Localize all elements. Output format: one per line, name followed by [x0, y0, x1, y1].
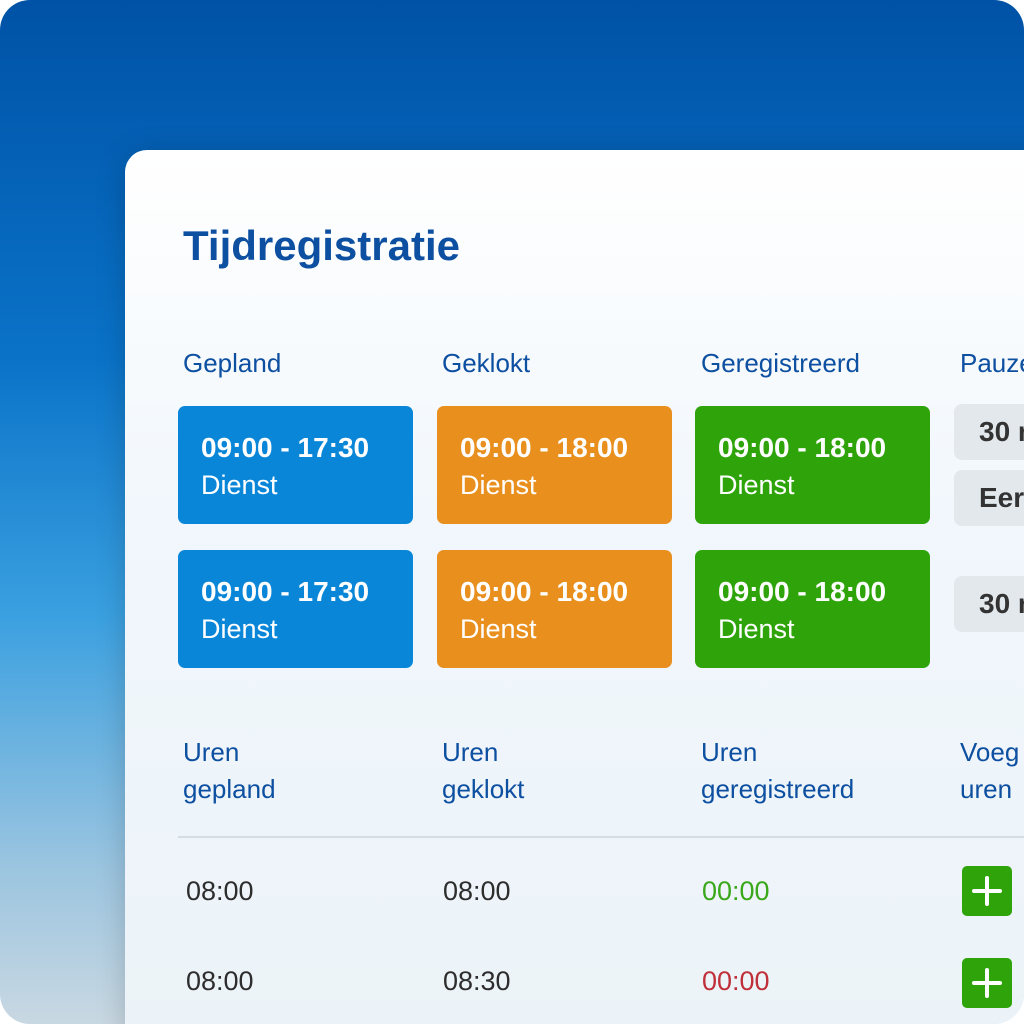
- add-hours-button[interactable]: [962, 958, 1012, 1008]
- shift-label: Dienst: [460, 614, 537, 644]
- shift-label: Dienst: [718, 470, 795, 500]
- shift-time: 09:00 - 18:00: [718, 432, 887, 463]
- registered-shift-2[interactable]: 09:00 - 18:00 Dienst: [695, 550, 930, 668]
- add-hours-button[interactable]: [962, 866, 1012, 916]
- hours-planned: 08:00: [186, 876, 254, 906]
- hours-clocked: 08:00: [443, 876, 511, 906]
- hours-clocked: 08:30: [443, 966, 511, 996]
- column-header-registered: Geregistreerd: [701, 348, 860, 378]
- column-header-pause: Pauze: [960, 348, 1024, 378]
- shift-label: Dienst: [201, 470, 278, 500]
- pause-pill[interactable]: Eerste: [954, 470, 1024, 526]
- shift-time: 09:00 - 18:00: [460, 432, 629, 463]
- clocked-shift-2[interactable]: 09:00 - 18:00 Dienst: [437, 550, 672, 668]
- registered-shift-1[interactable]: 09:00 - 18:00 Dienst: [695, 406, 930, 524]
- planned-shift-1[interactable]: 09:00 - 17:30 Dienst: [178, 406, 413, 524]
- pause-pill[interactable]: 30 min: [954, 404, 1024, 460]
- time-registration-card: Tijdregistratie Gepland Geklokt Geregist…: [125, 150, 1024, 1024]
- page-title: Tijdregistratie: [183, 222, 460, 269]
- clocked-shift-1[interactable]: 09:00 - 18:00 Dienst: [437, 406, 672, 524]
- hours-registered: 00:00: [702, 876, 770, 906]
- planned-shift-2[interactable]: 09:00 - 17:30 Dienst: [178, 550, 413, 668]
- hours-registered: 00:00: [702, 966, 770, 996]
- shift-label: Dienst: [460, 470, 537, 500]
- header-hours-planned: Uren gepland: [183, 737, 276, 804]
- header-hours-registered: Uren geregistreerd: [701, 737, 855, 804]
- shift-label: Dienst: [718, 614, 795, 644]
- header-hours-clocked: Uren geklokt: [442, 737, 525, 804]
- shift-time: 09:00 - 18:00: [460, 576, 629, 607]
- divider: [178, 836, 1024, 838]
- shift-time: 09:00 - 17:30: [201, 432, 370, 463]
- hours-planned: 08:00: [186, 966, 254, 996]
- header-add-hours: Voeg uren: [960, 737, 1020, 804]
- shift-label: Dienst: [201, 614, 278, 644]
- shift-time: 09:00 - 18:00: [718, 576, 887, 607]
- column-header-clocked: Geklokt: [442, 348, 531, 378]
- pause-pill[interactable]: 30 min: [954, 576, 1024, 632]
- shift-time: 09:00 - 17:30: [201, 576, 370, 607]
- column-header-planned: Gepland: [183, 348, 282, 378]
